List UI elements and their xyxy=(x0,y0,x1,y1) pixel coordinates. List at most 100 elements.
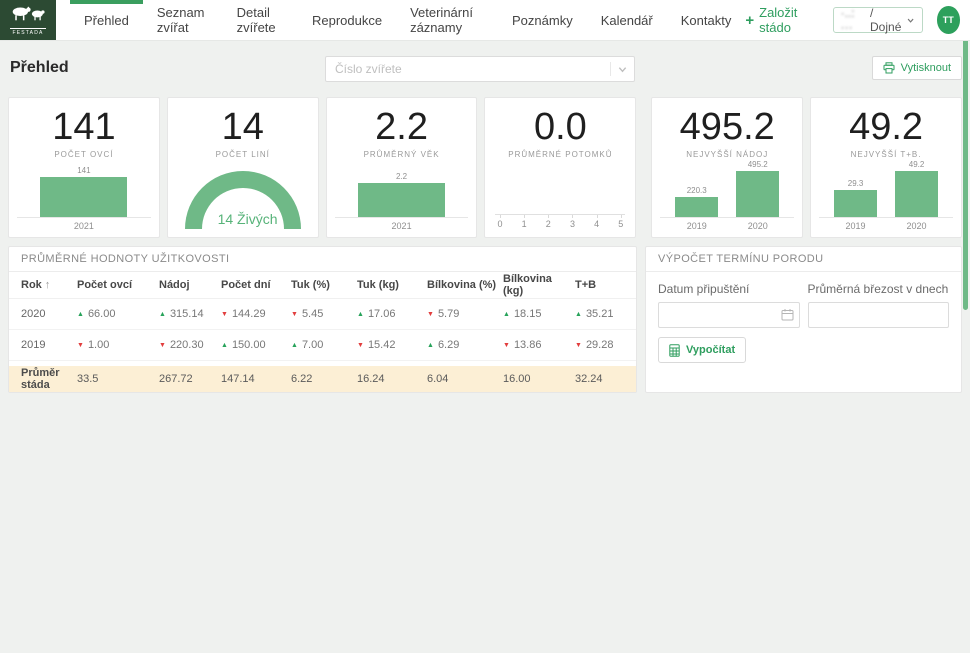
col-tuk-kg[interactable]: Tuk (kg) xyxy=(357,279,427,291)
stat-card-prumerne-potomku: 0.0 PRŮMĚRNÉ POTOMKŮ 0 1 2 3 4 5 xyxy=(484,97,636,238)
col-tb[interactable]: T+B xyxy=(575,279,636,291)
col-nadoj[interactable]: Nádoj xyxy=(159,279,221,291)
trend-icon: ▲ xyxy=(357,311,364,318)
x-tick-label: 2020 xyxy=(895,221,938,231)
table-header-row: Rok↑ Počet ovcí Nádoj Počet dní Tuk (%) … xyxy=(9,272,636,299)
stat-label: NEJVYŠŠÍ T+B. xyxy=(851,150,922,159)
print-button[interactable]: Vytisknout xyxy=(872,56,962,80)
avatar[interactable]: TT xyxy=(937,6,960,34)
stat-value: 49.2 xyxy=(849,108,923,146)
scrollbar-thumb[interactable] xyxy=(963,8,968,310)
bar xyxy=(358,183,445,217)
herd-select[interactable]: ·..: ··· / Dojné xyxy=(833,7,923,33)
bar xyxy=(895,171,938,217)
col-rok[interactable]: Rok↑ xyxy=(9,279,77,291)
trend-icon: ▲ xyxy=(77,311,84,318)
trend-icon: ▼ xyxy=(427,311,434,318)
x-tick-label: 5 xyxy=(618,215,623,229)
herd-select-redacted-text: ·..: ··· xyxy=(841,6,864,34)
stat-label: PRŮMĚRNÝ VĚK xyxy=(364,150,440,159)
date-field-label: Datum připuštění xyxy=(658,282,800,296)
col-pocet-ovci[interactable]: Počet ovcí xyxy=(77,279,159,291)
stat-value: 495.2 xyxy=(680,108,775,146)
tab-detail-zvirete[interactable]: Detail zvířete xyxy=(223,0,298,40)
tab-poznamky[interactable]: Poznámky xyxy=(498,0,587,40)
stat-card-pocet-ovci: 141 POČET OVCÍ 141 2021 xyxy=(8,97,160,238)
bar xyxy=(834,190,877,217)
x-tick-label: 2021 xyxy=(40,221,127,231)
calculator-icon xyxy=(669,344,680,357)
trend-icon: ▲ xyxy=(221,342,228,349)
stat-value: 14 xyxy=(222,108,264,146)
calculate-button[interactable]: Vypočítat xyxy=(658,337,746,363)
tab-kalendar[interactable]: Kalendář xyxy=(587,0,667,40)
stat-card-nejvyssi-nadoj: 495.2 NEJVYŠŠÍ NÁDOJ 220.3 495.2 2019 20… xyxy=(651,97,803,238)
gestation-days-input[interactable] xyxy=(808,302,950,328)
performance-table-panel: PRŮMĚRNÉ HODNOTY UŽITKOVOSTI Rok↑ Počet … xyxy=(8,246,637,393)
x-tick-label: 2019 xyxy=(834,221,877,231)
bar xyxy=(675,197,718,217)
gauge-label: 14 Živých xyxy=(218,211,278,227)
bar-value-label: 2.2 xyxy=(396,172,407,181)
tab-veterinarni-zaznamy[interactable]: Veterinární záznamy xyxy=(396,0,498,40)
trend-icon: ▼ xyxy=(357,342,364,349)
trend-icon: ▲ xyxy=(575,311,582,318)
sheep-logo-icon xyxy=(9,5,47,27)
trend-icon: ▼ xyxy=(503,342,510,349)
bar-value-label: 49.2 xyxy=(909,160,925,169)
insemination-date-input[interactable] xyxy=(658,302,800,328)
stat-card-nejvyssi-tb: 49.2 NEJVYŠŠÍ T+B. 29.3 49.2 2019 2020 xyxy=(810,97,962,238)
tab-reprodukce[interactable]: Reprodukce xyxy=(298,0,396,40)
col-pocet-dni[interactable]: Počet dní xyxy=(221,279,291,291)
toolbar-row: Přehled Vytisknout xyxy=(8,55,962,89)
table-footer-row: Průměr stáda 33.5 267.72 147.14 6.22 16.… xyxy=(9,366,636,392)
col-tuk-pct[interactable]: Tuk (%) xyxy=(291,279,357,291)
sort-asc-icon: ↑ xyxy=(45,279,51,291)
col-bilkovina-kg[interactable]: Bílkovina (kg) xyxy=(503,273,575,297)
brand-name: FESTADA xyxy=(12,30,43,36)
trend-icon: ▲ xyxy=(503,311,510,318)
x-tick-label: 2019 xyxy=(675,221,718,231)
header-right: + Založit stádo ·..: ··· / Dojné TT xyxy=(745,0,970,40)
mini-bar-chart: 29.3 49.2 2019 2020 xyxy=(811,159,961,238)
animal-number-input[interactable] xyxy=(326,62,610,76)
stat-value: 0.0 xyxy=(534,108,587,146)
stat-label: POČET LINÍ xyxy=(216,150,270,159)
tab-seznam-zvirat[interactable]: Seznam zvířat xyxy=(143,0,223,40)
bar-value-label: 495.2 xyxy=(748,160,768,169)
bar-value-label: 220.3 xyxy=(687,186,707,195)
x-tick-label: 1 xyxy=(522,215,527,229)
gestation-field-label: Průměrná březost v dnech xyxy=(808,282,950,296)
trend-icon: ▲ xyxy=(291,342,298,349)
trend-icon: ▼ xyxy=(159,342,166,349)
x-tick-label: 0 xyxy=(497,215,502,229)
herd-select-value: / Dojné xyxy=(870,6,901,34)
x-tick-label: 3 xyxy=(570,215,575,229)
stat-card-pocet-linii: 14 POČET LINÍ 14 Živých xyxy=(167,97,319,238)
app-logo[interactable]: FESTADA xyxy=(0,0,56,40)
tab-kontakty[interactable]: Kontakty xyxy=(667,0,746,40)
animal-number-combobox[interactable] xyxy=(325,56,635,82)
bar xyxy=(736,171,779,217)
stat-label: NEJVYŠŠÍ NÁDOJ xyxy=(686,150,768,159)
trend-icon: ▼ xyxy=(77,342,84,349)
create-herd-button[interactable]: + Založit stádo xyxy=(745,5,818,35)
stat-value: 2.2 xyxy=(375,108,428,146)
gestation-field-group: Průměrná březost v dnech xyxy=(808,282,950,328)
panels-row: PRŮMĚRNÉ HODNOTY UŽITKOVOSTI Rok↑ Počet … xyxy=(8,246,962,393)
date-field-group: Datum připuštění xyxy=(658,282,800,328)
x-tick-label: 2 xyxy=(546,215,551,229)
stat-value: 141 xyxy=(52,108,115,146)
calendar-icon[interactable] xyxy=(781,308,794,326)
stat-label: POČET OVCÍ xyxy=(54,150,113,159)
mini-bar-chart: 220.3 495.2 2019 2020 xyxy=(652,159,802,238)
gauge-chart: 14 Živých xyxy=(168,171,318,237)
table-row[interactable]: 2019 ▼1.00 ▼220.30 ▲150.00 ▲7.00 ▼15.42 … xyxy=(9,330,636,361)
table-row[interactable]: 2020 ▲66.00 ▲315.14 ▼144.29 ▼5.45 ▲17.06… xyxy=(9,299,636,330)
chevron-down-icon[interactable] xyxy=(611,65,634,74)
tab-prehled[interactable]: Přehled xyxy=(70,0,143,40)
x-tick-label: 2020 xyxy=(736,221,779,231)
col-bilkovina-pct[interactable]: Bílkovina (%) xyxy=(427,279,503,291)
birth-calculator-panel: VÝPOČET TERMÍNU PORODU Datum připuštění xyxy=(645,246,962,393)
bar-value-label: 141 xyxy=(77,166,90,175)
